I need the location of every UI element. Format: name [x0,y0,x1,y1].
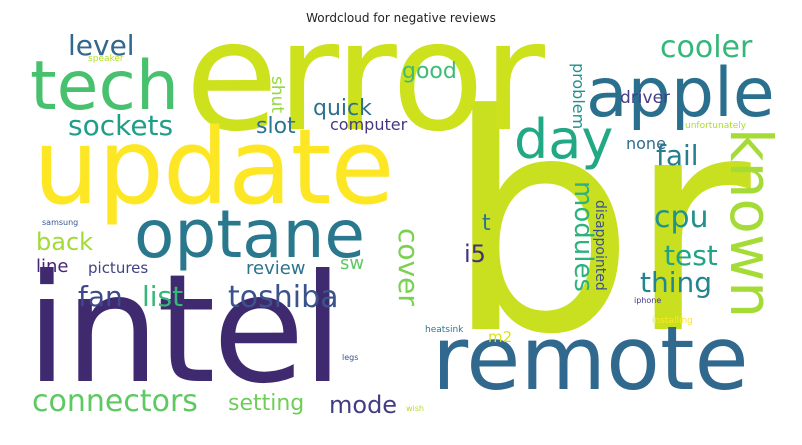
word-toshiba: toshiba [228,280,339,315]
word-legs: legs [342,353,359,362]
word-apple: apple [586,54,775,133]
word-iphone: iphone [634,296,662,305]
word-disappointed: disappointed [592,200,608,291]
word-heatsink: heatsink [425,325,464,335]
word-unfortunately: unfortunately [685,121,747,131]
word-setting: setting [228,391,305,416]
word-optane: optane [134,196,366,273]
word-m2: m2 [488,328,513,346]
word-shut: shut [267,76,287,114]
word-fan: fan [78,280,123,313]
word-update: update [33,106,394,228]
word-cpu: cpu [654,200,709,235]
word-computer: computer [330,115,408,134]
word-slot: slot [256,114,296,139]
word-fail: fail [656,139,699,172]
word-modules: modules [568,181,598,292]
word-connectors: connectors [32,384,198,419]
word-quick: quick [313,96,372,121]
word-cooler: cooler [660,33,753,65]
word-good: good [402,59,457,84]
word-error: error [185,33,545,165]
word-i5: i5 [464,240,486,268]
word-driver: driver [620,88,671,108]
word-test: test [664,239,718,272]
word-wish: wish [406,404,425,413]
word-review: review [246,258,306,279]
word-remote: remote [432,307,749,410]
word-sockets: sockets [68,109,174,142]
wordcloud: br error update intel remote optane tech… [30,33,775,420]
word-t: t [482,211,491,236]
word-problem: problem [569,63,588,130]
word-back: back [36,228,94,256]
word-mode: mode [329,391,398,419]
word-speaker: speaker [88,54,124,64]
word-sw: sw [340,253,365,274]
word-day: day [514,108,614,171]
word-known: known [717,128,775,319]
word-none: none [626,134,666,153]
word-thing: thing [640,266,713,299]
word-cover: cover [392,228,425,306]
word-samsung: samsung [42,218,79,227]
word-line: line [36,256,69,277]
word-level: level [68,33,135,62]
word-br: br [445,51,751,400]
chart-title: Wordcloud for negative reviews [306,11,496,25]
word-tech: tech [30,47,179,126]
word-pictures: pictures [88,259,149,277]
word-list: list [142,280,184,313]
word-intel: intel [30,243,344,417]
word-installing: installing [652,316,693,326]
